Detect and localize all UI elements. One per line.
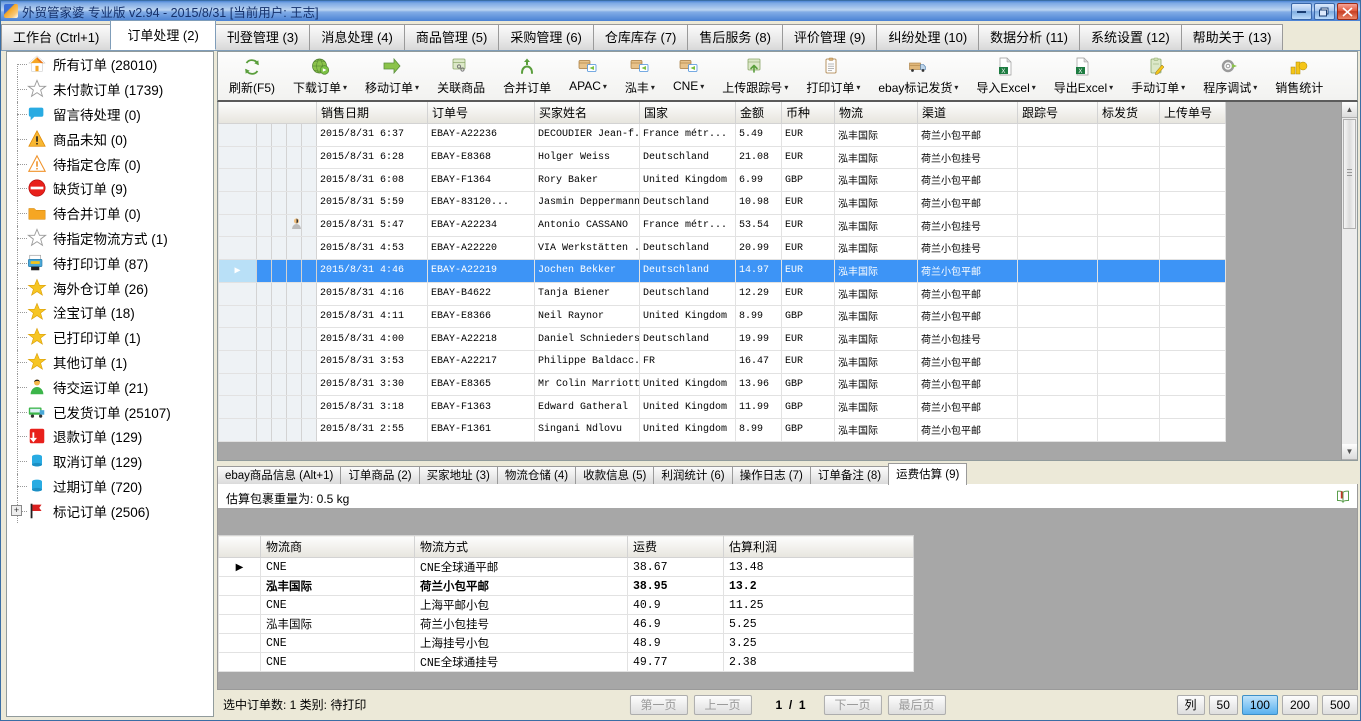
svg-text:X: X: [1079, 69, 1083, 75]
svg-text:X: X: [1001, 69, 1005, 75]
